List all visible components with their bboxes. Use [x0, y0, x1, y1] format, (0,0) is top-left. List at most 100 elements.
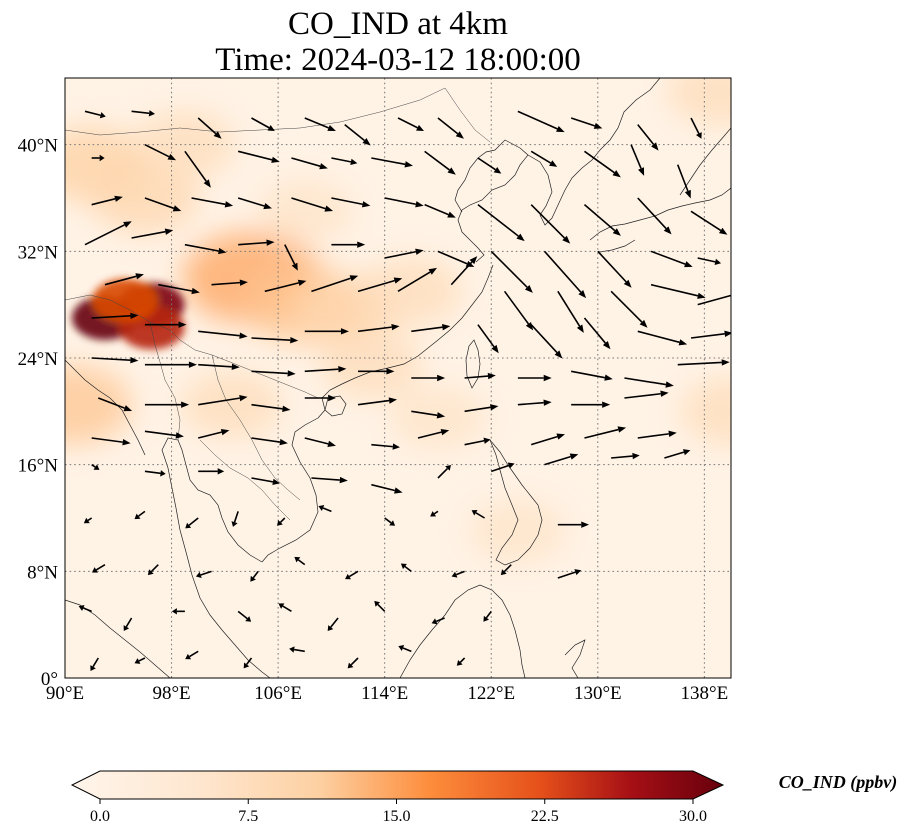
field-hotspot	[320, 330, 423, 399]
wind-arrow-head	[714, 258, 722, 266]
wind-arrow-head	[224, 201, 234, 208]
wind-arrow-shaft	[237, 610, 248, 620]
wind-arrow-shaft	[198, 330, 240, 337]
wind-arrow-shaft	[384, 250, 416, 259]
colorbar-body	[70, 770, 725, 800]
wind-arrow-shaft	[690, 210, 722, 232]
wind-arrow	[437, 117, 464, 139]
wind-arrow	[243, 657, 253, 669]
map-panel	[65, 78, 745, 678]
wind-arrow	[91, 356, 139, 364]
wind-arrow	[400, 563, 412, 572]
wind-arrow-shaft	[570, 117, 596, 127]
wind-arrow	[624, 377, 674, 388]
wind-arrow-head	[239, 332, 248, 339]
wind-arrow-shaft	[131, 230, 166, 239]
wind-arrow-shaft	[150, 564, 159, 573]
wind-arrow-shaft	[200, 570, 212, 576]
colorbar-ticks: 0.0 7.5 15.0 22.5 30.0	[90, 799, 707, 825]
wind-arrow-shaft	[690, 117, 700, 134]
wind-arrow-shaft	[543, 250, 582, 293]
wind-arrow	[637, 124, 659, 151]
wind-arrow	[144, 143, 177, 161]
wind-arrow-shaft	[304, 437, 329, 445]
wind-arrow	[690, 330, 731, 339]
wind-arrow-head	[682, 449, 691, 456]
wind-arrow-shaft	[437, 250, 468, 265]
wind-arrow-head	[203, 179, 211, 188]
wind-arrow	[294, 556, 306, 566]
gridlines	[65, 78, 731, 678]
wind-arrow-head	[441, 324, 451, 331]
wind-arrow-shaft	[264, 282, 299, 293]
wind-arrow-head	[684, 261, 693, 268]
wind-arrow	[690, 210, 728, 235]
wind-arrow	[78, 605, 92, 613]
field-hotspot	[180, 370, 283, 439]
wind-arrow-head	[569, 453, 579, 460]
wind-arrow-head	[393, 277, 403, 284]
wind-arrow-shaft	[198, 397, 240, 406]
wind-arrow	[557, 569, 582, 579]
wind-arrow	[530, 433, 565, 446]
wind-arrow	[304, 437, 336, 447]
wind-arrow-shaft	[437, 117, 459, 135]
wind-arrow-head	[516, 233, 525, 242]
wind-arrow-head	[602, 341, 611, 350]
wind-arrow-head	[668, 430, 677, 438]
wind-arrow-head	[338, 366, 347, 373]
wind-arrow-shaft	[251, 337, 291, 341]
field-hotspot	[256, 179, 353, 244]
wind-arrow-head	[576, 324, 584, 333]
y-tick-label: 32°N	[18, 242, 59, 263]
wind-arrow	[91, 563, 106, 573]
wind-arrow	[384, 517, 396, 526]
wind-arrow-head	[436, 412, 446, 419]
wind-arrow-shaft	[104, 275, 137, 286]
wind-arrow-head	[123, 221, 132, 228]
wind-arrow-head	[391, 323, 400, 331]
wind-arrow	[611, 452, 640, 460]
wind-arrow-head	[278, 603, 285, 609]
wind-arrow-shaft	[279, 517, 286, 523]
wind-arrow-head	[491, 344, 499, 354]
wind-arrow-shaft	[384, 197, 416, 206]
wind-arrow-head	[362, 137, 371, 146]
wind-arrow-shaft	[197, 117, 217, 135]
wind-arrow-head	[267, 124, 275, 131]
field-hotspot	[65, 364, 132, 445]
wind-arrow	[344, 124, 371, 146]
wind-arrow	[291, 157, 328, 170]
wind-arrow-head	[493, 167, 502, 174]
wind-arrow-head	[347, 662, 354, 669]
coastline-vietnam	[261, 417, 319, 563]
wind-arrow	[331, 157, 358, 166]
wind-arrow	[530, 324, 563, 359]
wind-arrow	[664, 449, 691, 459]
y-tick-label: 24°N	[18, 349, 59, 370]
wind-arrow	[637, 197, 672, 235]
wind-arrow	[517, 399, 552, 406]
wind-arrow-shaft	[98, 397, 125, 409]
wind-arrow-head	[99, 154, 105, 162]
wind-arrow-shaft	[424, 150, 450, 171]
wind-arrow-head	[430, 511, 437, 517]
wind-arrow-shaft	[477, 204, 519, 237]
wind-arrow	[411, 324, 451, 333]
wind-arrow-shaft	[397, 271, 431, 293]
wind-arrow-shaft	[435, 617, 445, 623]
wind-arrow-head	[736, 291, 745, 297]
wind-arrow	[411, 410, 446, 419]
wind-arrow-head	[543, 374, 552, 382]
wind-arrow-head	[524, 285, 533, 293]
wind-arrow-head	[164, 228, 174, 235]
wind-arrow	[358, 368, 395, 375]
wind-arrow	[490, 462, 515, 473]
wind-arrow	[318, 505, 332, 513]
wind-arrow-shaft	[189, 650, 199, 658]
colorbar-label: CO_IND (ppbv)	[779, 772, 898, 793]
wind-arrow-shaft	[650, 250, 686, 265]
wind-arrow-head	[487, 372, 496, 380]
wind-arrow-head	[388, 397, 398, 404]
wind-arrow	[676, 164, 691, 199]
